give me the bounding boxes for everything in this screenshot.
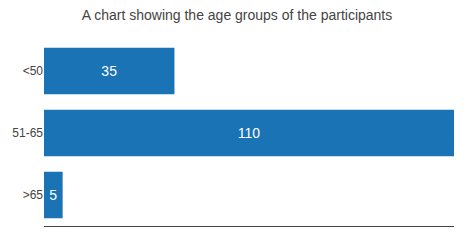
svg-text:<50: <50	[23, 64, 44, 78]
svg-text:>65: >65	[23, 188, 44, 202]
svg-text:A chart showing the age groups: A chart showing the age groups of the pa…	[82, 7, 393, 23]
svg-text:5: 5	[49, 187, 57, 203]
svg-text:35: 35	[101, 63, 117, 79]
svg-text:110: 110	[238, 125, 261, 141]
svg-text:51-65: 51-65	[12, 126, 43, 140]
